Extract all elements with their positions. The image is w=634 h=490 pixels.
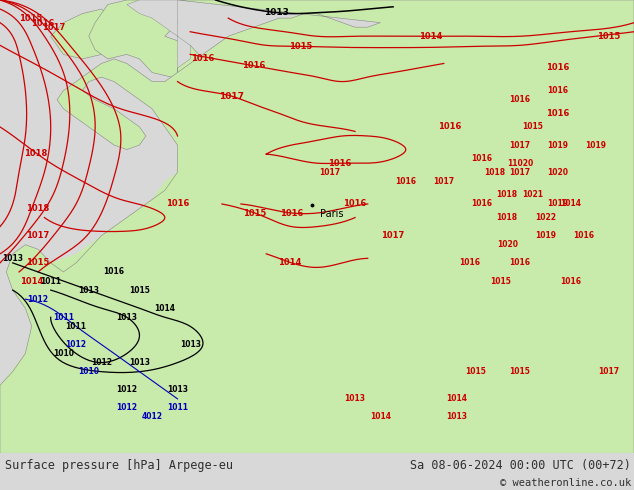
Text: 1015: 1015	[522, 122, 543, 131]
Text: 1011: 1011	[167, 403, 188, 413]
Text: 1019: 1019	[585, 141, 607, 149]
Text: 1020: 1020	[496, 240, 518, 249]
Text: Sa 08-06-2024 00:00 UTC (00+72): Sa 08-06-2024 00:00 UTC (00+72)	[410, 459, 631, 471]
Text: 1013: 1013	[446, 413, 467, 421]
Text: 1017: 1017	[509, 141, 531, 149]
Text: 1016: 1016	[547, 86, 569, 95]
Text: 1016: 1016	[280, 209, 303, 218]
Text: 1016: 1016	[458, 258, 480, 268]
Text: 1013: 1013	[129, 358, 150, 367]
Text: 1016: 1016	[30, 19, 54, 27]
Text: 1017: 1017	[319, 168, 340, 177]
Text: 1012: 1012	[91, 358, 112, 367]
Text: 1013: 1013	[2, 254, 23, 263]
Text: 1016: 1016	[103, 268, 125, 276]
Text: 1017: 1017	[433, 177, 455, 186]
Text: 4012: 4012	[141, 413, 163, 421]
Text: 1016: 1016	[560, 276, 581, 286]
Text: 1013: 1013	[344, 394, 366, 403]
Text: 1017: 1017	[382, 231, 404, 240]
Text: 1015: 1015	[129, 286, 150, 294]
Text: 1022: 1022	[534, 213, 556, 222]
Text: 1013: 1013	[264, 8, 289, 17]
Text: 1017: 1017	[509, 168, 531, 177]
Text: 1015: 1015	[27, 258, 49, 268]
Text: 1020: 1020	[547, 168, 569, 177]
Text: 1015: 1015	[19, 14, 42, 23]
Text: 1015: 1015	[288, 42, 312, 51]
Text: 1012: 1012	[116, 385, 138, 394]
Text: 1017: 1017	[598, 367, 619, 376]
Text: 1016: 1016	[509, 258, 531, 268]
Text: 1016: 1016	[328, 159, 351, 168]
Text: 1017: 1017	[27, 231, 49, 240]
Text: 1016: 1016	[547, 64, 569, 73]
Text: 1018: 1018	[27, 204, 49, 213]
Text: 1016: 1016	[344, 199, 366, 208]
Text: Paris: Paris	[320, 209, 343, 220]
Text: 1013: 1013	[78, 286, 100, 294]
Text: 1016: 1016	[471, 154, 493, 163]
Text: 1010: 1010	[53, 349, 74, 358]
Text: 1016: 1016	[547, 109, 569, 118]
Text: 1016: 1016	[573, 231, 594, 240]
Polygon shape	[0, 4, 634, 453]
Text: 1011: 1011	[53, 313, 74, 322]
Text: 1012: 1012	[27, 294, 49, 304]
Text: 1013: 1013	[116, 313, 138, 322]
Text: © weatheronline.co.uk: © weatheronline.co.uk	[500, 478, 631, 489]
Text: 1015: 1015	[243, 209, 267, 218]
Text: 1014: 1014	[20, 276, 43, 286]
Text: 1010: 1010	[78, 367, 100, 376]
Text: 1012: 1012	[65, 340, 87, 349]
Text: 1018: 1018	[496, 191, 518, 199]
Text: 1011: 1011	[40, 276, 61, 286]
Text: 1014: 1014	[560, 199, 581, 208]
Text: 1015: 1015	[491, 276, 511, 286]
Text: 1016: 1016	[242, 61, 266, 70]
Text: 1015: 1015	[510, 367, 530, 376]
Text: 1016: 1016	[395, 177, 417, 186]
Text: 1016: 1016	[166, 199, 189, 208]
Text: 1016: 1016	[439, 122, 462, 131]
Text: 1016: 1016	[191, 54, 214, 63]
Text: 1014: 1014	[154, 304, 176, 313]
Text: 1018: 1018	[25, 148, 48, 158]
Text: 1017: 1017	[42, 23, 66, 32]
Text: 11020: 11020	[507, 159, 533, 168]
Text: 1016: 1016	[509, 95, 531, 104]
Text: 1019: 1019	[534, 231, 556, 240]
Text: 1013: 1013	[179, 340, 201, 349]
Text: Surface pressure [hPa] Arpege-eu: Surface pressure [hPa] Arpege-eu	[5, 459, 233, 471]
Polygon shape	[89, 0, 203, 77]
Text: 1014: 1014	[370, 413, 391, 421]
Text: 1017: 1017	[219, 92, 244, 100]
Text: 1019: 1019	[547, 199, 569, 208]
Polygon shape	[0, 0, 634, 453]
Text: 1013: 1013	[167, 385, 188, 394]
Text: 1014: 1014	[278, 258, 302, 267]
Text: 1018: 1018	[484, 168, 505, 177]
Text: 1014: 1014	[419, 32, 443, 41]
Text: 1012: 1012	[116, 403, 138, 413]
Text: 1019: 1019	[547, 141, 569, 149]
Text: 1014: 1014	[446, 394, 467, 403]
Text: 1021: 1021	[522, 191, 543, 199]
Text: 1015: 1015	[597, 32, 620, 41]
Text: 1018: 1018	[496, 213, 518, 222]
Polygon shape	[51, 9, 127, 59]
Text: 1016: 1016	[471, 199, 493, 208]
Polygon shape	[127, 0, 190, 73]
Text: 1011: 1011	[65, 322, 87, 331]
Text: 1015: 1015	[465, 367, 486, 376]
